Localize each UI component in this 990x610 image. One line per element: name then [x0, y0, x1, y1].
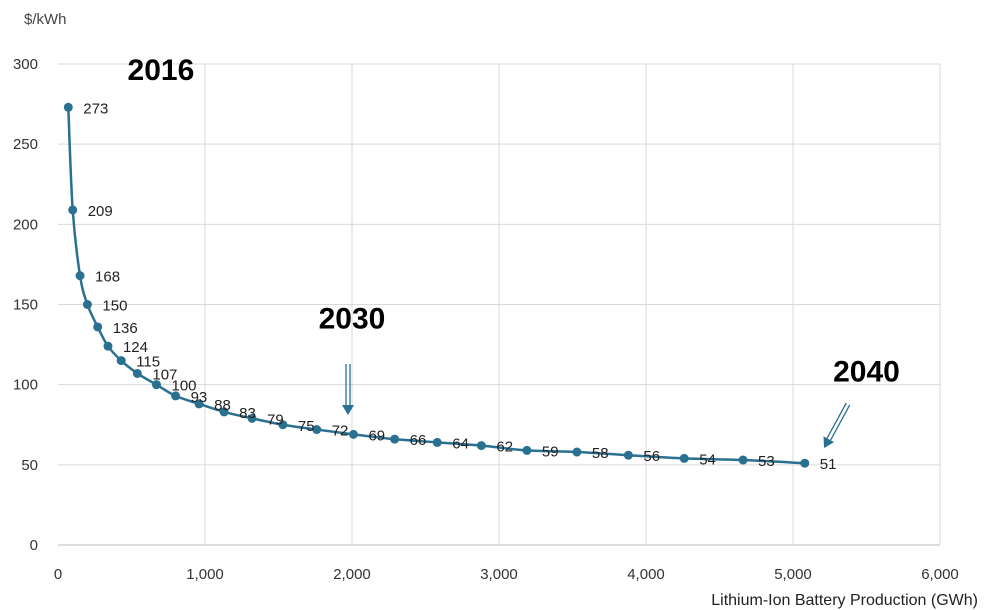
data-label: 54	[699, 451, 716, 468]
y-tick-label: 100	[13, 377, 38, 394]
y-tick-label: 150	[13, 297, 38, 314]
data-point	[679, 453, 689, 463]
data-label: 58	[592, 445, 609, 462]
data-point	[63, 102, 73, 112]
grid	[58, 63, 941, 546]
data-label: 59	[542, 443, 559, 460]
data-point	[247, 413, 257, 423]
x-axis-label: Lithium-Ion Battery Production (GWh)	[711, 592, 978, 609]
year-annotations: 2016 2030 2040	[128, 54, 900, 388]
data-label: 79	[267, 411, 284, 428]
data-point	[572, 447, 582, 457]
x-tick-label: 3,000	[480, 566, 518, 583]
data-label: 51	[820, 456, 837, 473]
data-point	[312, 425, 322, 435]
data-point	[75, 271, 85, 281]
data-label: 83	[239, 405, 256, 422]
year-annotation: 2030	[319, 303, 386, 336]
x-tick-label: 6,000	[921, 566, 959, 583]
data-point	[132, 368, 142, 378]
x-tick-label: 1,000	[186, 566, 224, 583]
year-annotation: 2016	[128, 54, 195, 87]
data-label: 69	[368, 427, 385, 444]
data-label: 93	[191, 389, 208, 406]
data-point	[476, 441, 486, 451]
cost-curve-line	[67, 107, 805, 465]
year-annotation: 2040	[833, 355, 900, 388]
data-label: 72	[332, 423, 349, 440]
y-tick-label: 300	[13, 56, 38, 73]
data-point	[738, 455, 748, 465]
data-label: 209	[88, 203, 113, 220]
data-point	[800, 458, 810, 468]
y-tick-label: 50	[21, 457, 38, 474]
data-label: 150	[102, 298, 127, 315]
x-tick-label: 5,000	[774, 566, 812, 583]
data-point	[219, 407, 229, 417]
data-point	[151, 380, 161, 390]
y-tick-labels: 0 50 100 150 200 250 300	[13, 56, 38, 554]
x-tick-labels: 0 1,000 2,000 3,000 4,000 5,000 6,000	[54, 566, 959, 583]
data-points	[63, 102, 810, 468]
y-axis-label: $/kWh	[24, 11, 67, 28]
annotation-arrows	[342, 364, 851, 448]
x-tick-label: 0	[54, 566, 62, 583]
x-tick-label: 4,000	[627, 566, 665, 583]
data-label: 53	[758, 453, 775, 470]
data-label: 273	[83, 100, 108, 117]
data-point	[390, 434, 400, 444]
data-point	[171, 391, 181, 401]
data-label: 168	[95, 269, 120, 286]
data-point	[116, 356, 126, 366]
data-point	[82, 300, 92, 309]
y-tick-label: 250	[13, 136, 38, 153]
data-point	[93, 322, 103, 332]
data-label: 56	[643, 448, 660, 465]
data-point	[623, 450, 633, 460]
data-label: 75	[298, 418, 315, 435]
data-point	[432, 437, 442, 447]
arrow	[823, 402, 851, 448]
data-label: 88	[214, 397, 231, 414]
data-point	[348, 429, 358, 439]
data-label: 100	[171, 378, 196, 395]
data-label: 62	[496, 439, 513, 456]
x-tick-label: 2,000	[333, 566, 371, 583]
data-point	[103, 341, 113, 351]
data-point	[68, 205, 78, 215]
data-label: 136	[113, 320, 138, 337]
data-label: 115	[136, 354, 160, 371]
y-tick-label: 0	[30, 537, 38, 554]
data-point	[522, 445, 532, 455]
data-point	[194, 399, 204, 409]
data-label: 107	[152, 366, 177, 383]
data-label: 64	[452, 435, 469, 452]
data-point	[278, 420, 288, 430]
y-tick-label: 200	[13, 216, 38, 233]
data-label: 124	[123, 339, 148, 356]
data-label: 66	[410, 432, 427, 449]
arrow	[342, 364, 354, 415]
